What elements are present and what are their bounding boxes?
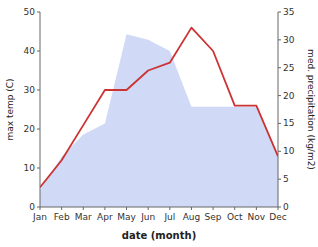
y2-tick: [278, 207, 281, 208]
y-tick-label: 0: [29, 202, 35, 212]
y-tick: [37, 168, 40, 169]
y-tick-label: 50: [24, 7, 36, 17]
y-tick-label: 30: [24, 85, 36, 95]
precipitation-area: [40, 34, 278, 207]
x-tick: [169, 207, 170, 210]
x-tick: [104, 207, 105, 210]
x-tick-label: Jun: [140, 212, 155, 222]
y-tick: [37, 12, 40, 13]
y2-tick: [278, 123, 281, 124]
y-tick-label: 20: [24, 124, 36, 134]
x-tick-label: Aug: [183, 212, 201, 222]
y-axis-line: [40, 12, 41, 207]
y2-axis-line: [278, 12, 279, 207]
chart-container: JanFebMarAprMayJunJulAugSepOctNovDec0102…: [0, 0, 318, 247]
y2-tick-label: 5: [283, 174, 289, 184]
chart: JanFebMarAprMayJunJulAugSepOctNovDec0102…: [0, 0, 318, 247]
y2-tick-label: 20: [283, 91, 295, 101]
y2-tick-label: 15: [283, 118, 294, 128]
x-axis-line: [40, 207, 278, 208]
y-tick: [37, 129, 40, 130]
y2-tick-label: 0: [283, 202, 289, 212]
y-tick-label: 10: [24, 163, 36, 173]
x-tick: [126, 207, 127, 210]
y-tick: [37, 90, 40, 91]
y2-tick: [278, 67, 281, 68]
y2-axis-label: med. precipitation (kg/m2): [306, 49, 316, 170]
y-axis-label: max temp (C): [5, 78, 15, 140]
x-tick-label: May: [117, 212, 136, 222]
y2-tick-label: 10: [283, 146, 295, 156]
y2-tick: [278, 12, 281, 13]
x-tick-label: Mar: [75, 212, 92, 222]
x-tick: [191, 207, 192, 210]
x-axis-label: date (month): [122, 230, 196, 241]
x-tick: [234, 207, 235, 210]
y-tick: [37, 51, 40, 52]
x-tick: [256, 207, 257, 210]
y2-tick-label: 30: [283, 35, 295, 45]
x-tick-label: Oct: [227, 212, 243, 222]
x-tick: [83, 207, 84, 210]
x-tick-label: Jul: [163, 212, 175, 222]
y2-tick: [278, 95, 281, 96]
y2-tick-label: 35: [283, 7, 294, 17]
x-tick: [213, 207, 214, 210]
x-tick: [61, 207, 62, 210]
x-tick-label: Dec: [269, 212, 286, 222]
y2-tick-label: 25: [283, 63, 294, 73]
x-tick-label: Sep: [205, 212, 222, 222]
x-tick-label: Apr: [97, 212, 113, 222]
x-tick: [148, 207, 149, 210]
x-tick-label: Jan: [32, 212, 47, 222]
x-tick-label: Feb: [54, 212, 70, 222]
plot-area: [40, 28, 278, 207]
y-tick: [37, 207, 40, 208]
x-tick-label: Nov: [248, 212, 266, 222]
y2-tick: [278, 151, 281, 152]
y2-tick: [278, 39, 281, 40]
temperature-line: [40, 28, 278, 188]
y2-tick: [278, 179, 281, 180]
y-tick-label: 40: [24, 46, 36, 56]
